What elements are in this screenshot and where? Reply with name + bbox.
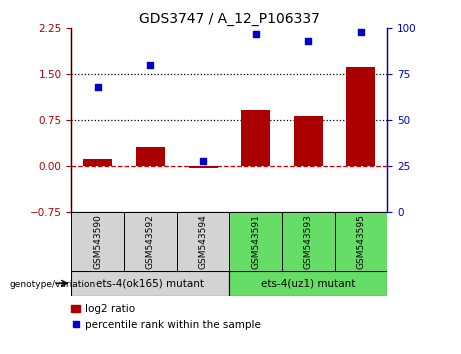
Title: GDS3747 / A_12_P106337: GDS3747 / A_12_P106337 [139,12,320,26]
Bar [335,212,387,271]
Point [94,84,101,90]
Point [357,29,365,35]
Text: GSM543593: GSM543593 [304,214,313,269]
Text: GSM543595: GSM543595 [356,214,366,269]
Text: GSM543591: GSM543591 [251,214,260,269]
Bar [294,116,323,166]
Bar [347,67,375,166]
Bar [189,166,218,167]
Point [147,62,154,68]
Text: GSM543594: GSM543594 [199,214,207,269]
Point [252,31,260,37]
Bar [71,271,230,296]
Bar [124,212,177,271]
Bar [241,110,270,166]
Bar [71,212,124,271]
Text: GSM543592: GSM543592 [146,214,155,269]
Bar [229,212,282,271]
Bar [282,212,335,271]
Bar [229,271,387,296]
Text: GSM543590: GSM543590 [93,214,102,269]
Text: ets-4(ok165) mutant: ets-4(ok165) mutant [96,278,204,288]
Legend: log2 ratio, percentile rank within the sample: log2 ratio, percentile rank within the s… [71,304,261,330]
Text: genotype/variation: genotype/variation [9,280,95,289]
Point [305,38,312,44]
Bar [177,212,229,271]
Bar [83,159,112,166]
Bar [136,147,165,166]
Text: ets-4(uz1) mutant: ets-4(uz1) mutant [261,278,355,288]
Point [199,158,207,164]
